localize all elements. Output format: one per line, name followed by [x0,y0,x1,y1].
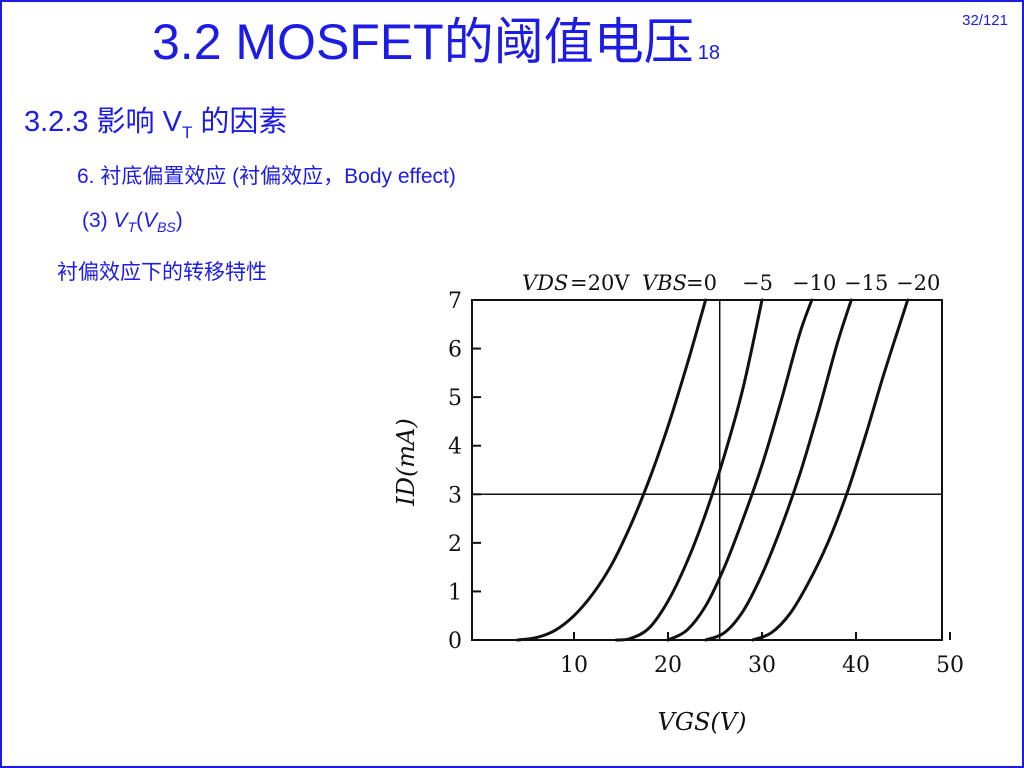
x-tick-label: 30 [748,653,776,678]
slide-title: 3.2 MOSFET的阈值电压 18 [152,14,720,70]
vt-vbs-item: (3) VT(VBS) [82,209,183,236]
vds-label: VDS [522,271,568,295]
vbs-value-5: −5 [742,271,773,295]
x-tick-label: 50 [936,653,964,678]
figure-caption: 衬偏效应下的转移特性 [57,261,267,284]
y-tick-label: 6 [448,338,462,363]
x-ticks: 10 20 30 40 50 [560,632,964,678]
y-ticks: 0 1 2 3 4 5 6 7 [448,289,481,654]
y-tick-label: 5 [448,386,462,411]
curve-vbs-3 [704,298,853,642]
curve-vbs-2 [666,298,814,642]
title-suffix: 18 [697,42,720,64]
curve-vbs-0 [516,298,708,642]
vbs-value-15: −15 [844,271,888,295]
curves [516,298,910,642]
x-axis-label: VGS(V) [657,708,746,736]
curve-vbs-4 [751,298,910,642]
page-number: 32/121 [962,12,1008,29]
vbs-value-10: −10 [792,271,836,295]
y-tick-label: 0 [448,629,462,654]
plot-frame [471,299,943,641]
vbs-label: VBS [642,271,687,295]
x-tick-label: 20 [654,653,682,678]
y-axis-label: ID(mA) [392,418,420,507]
y-tick-label: 3 [448,483,462,508]
y-tick-label: 4 [448,435,462,460]
vbs-value-0: =0 [686,271,717,295]
reference-lines [472,300,942,640]
curve-vbs-1 [614,298,764,642]
y-tick-label: 7 [448,289,462,314]
section-heading: 3.2.3 影响 VT 的因素 [24,106,288,142]
vds-value: =20V [570,271,630,295]
x-tick-label: 10 [560,653,588,678]
vbs-value-20: −20 [896,271,940,295]
body-effect-item: 6. 衬底偏置效应 (衬偏效应，Body effect) [77,165,456,188]
y-tick-label: 1 [448,580,462,605]
y-tick-label: 2 [448,532,462,557]
x-tick-label: 40 [842,653,870,678]
